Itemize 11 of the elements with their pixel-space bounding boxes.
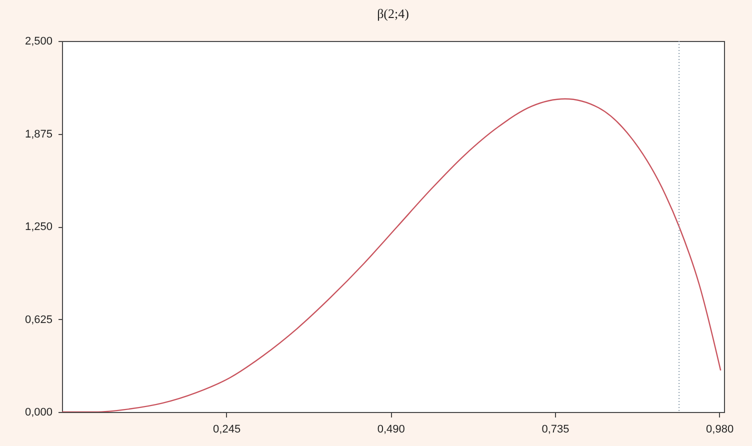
x-tick-label: 0,490 — [377, 424, 405, 436]
y-tick-label: 1,875 — [24, 128, 52, 140]
x-tick-label: 0,245 — [213, 424, 241, 436]
y-tick-label: 0,000 — [24, 406, 52, 418]
x-tick-label: 0,735 — [542, 424, 570, 436]
y-tick-label: 0,625 — [24, 314, 52, 326]
chart-title: β(2;4) — [377, 6, 409, 21]
y-tick-label: 1,250 — [24, 221, 52, 233]
line-series — [62, 98, 722, 412]
y-tick-label: 2,500 — [24, 36, 52, 48]
x-tick-label: 0,980 — [706, 424, 734, 436]
